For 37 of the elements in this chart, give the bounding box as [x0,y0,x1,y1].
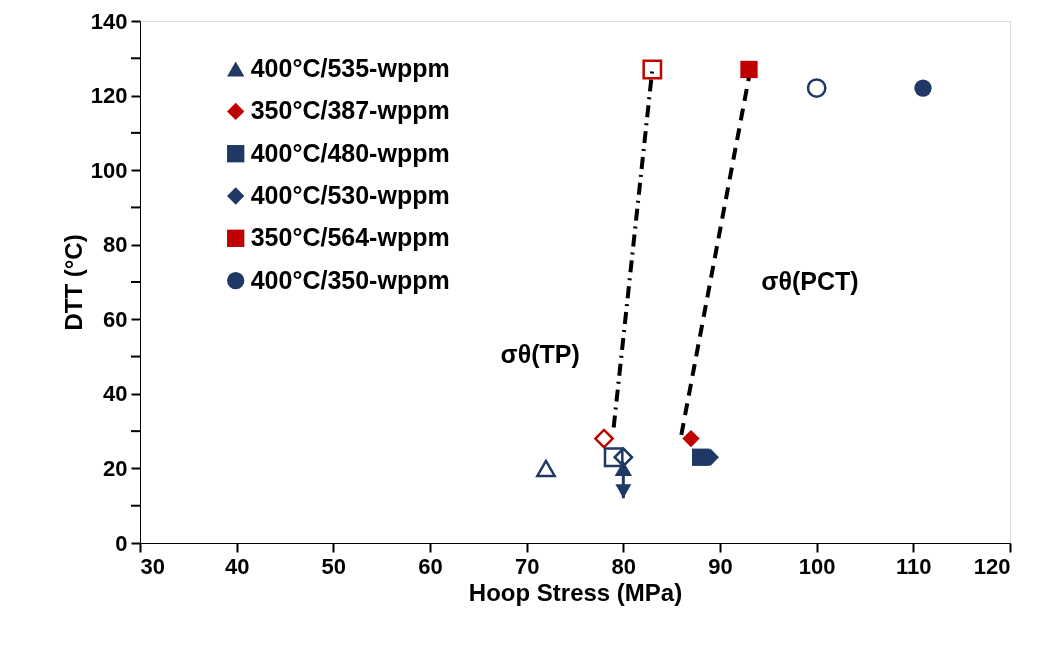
x-tick-label: 40 [224,553,250,579]
point [613,447,634,468]
legend-label: 350°C/564-wppm [250,223,450,252]
y-tick-label: 140 [90,8,128,34]
point [642,59,663,80]
y-axis-title: DTT (°C) [59,234,87,331]
y-tick-label: 80 [103,232,128,258]
legend-label: 400°C/535-wppm [250,54,450,83]
point [682,429,700,448]
x-tick-label: 120 [973,553,1011,579]
y-tick-label: 60 [103,306,128,332]
x-axis-title: Hoop Stress (MPa) [468,578,683,606]
x-tick-label: 30 [140,553,165,579]
x-tick-label: 70 [514,553,540,579]
point [536,459,556,478]
annotation: σθ(TP) [500,340,580,369]
x-tick-label: 50 [321,553,347,579]
y-tick-label: 120 [90,83,128,109]
legend-label: 400°C/530-wppm [250,181,450,209]
legend-label: 400°C/480-wppm [250,138,450,167]
y-tick-label: 20 [103,455,128,481]
legend-label: 400°C/350-wppm [250,265,450,294]
point [594,428,614,449]
point [603,447,624,468]
y-tick-label: 0 [115,530,128,556]
y-tick-label: 40 [103,381,128,407]
x-tick-label: 100 [798,553,836,579]
y-tick-label: 100 [90,157,128,183]
point [914,79,932,97]
x-tick-label: 110 [896,553,932,579]
x-tick-label: 60 [418,553,443,579]
annotation: σθ(PCT) [761,267,859,295]
point [740,60,758,79]
x-tick-label: 90 [708,553,733,579]
x-tick-label: 80 [611,553,637,579]
point [806,78,827,99]
legend-label: 350°C/387-wppm [250,96,450,125]
